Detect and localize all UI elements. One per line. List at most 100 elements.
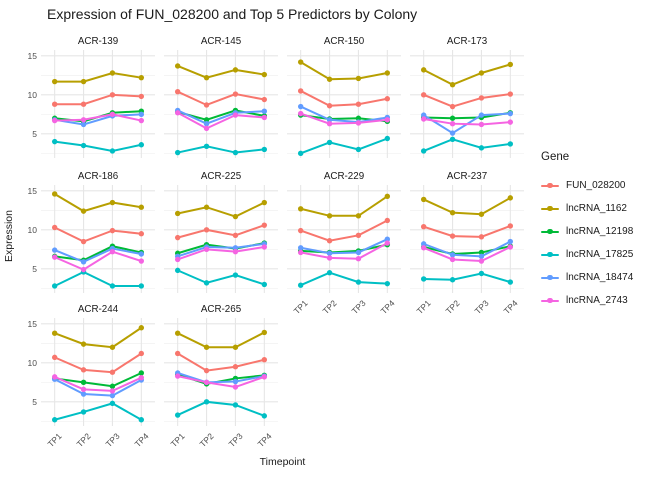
data-point bbox=[174, 210, 181, 217]
data-point bbox=[261, 374, 268, 380]
data-point bbox=[507, 141, 514, 147]
legend-key-icon bbox=[541, 203, 559, 215]
data-point bbox=[80, 121, 87, 128]
data-point bbox=[80, 117, 87, 123]
data-point bbox=[232, 378, 239, 385]
legend-label: lncRNA_2743 bbox=[566, 295, 628, 306]
data-point bbox=[420, 116, 427, 122]
legend-item: lncRNA_2743 bbox=[541, 289, 633, 312]
series-line bbox=[176, 352, 266, 372]
data-point bbox=[384, 96, 391, 102]
data-point bbox=[138, 231, 145, 237]
data-point bbox=[420, 241, 427, 247]
data-point bbox=[138, 370, 145, 376]
data-point bbox=[51, 254, 58, 260]
legend-item: FUN_028200 bbox=[541, 174, 633, 197]
data-point bbox=[174, 350, 181, 357]
data-point bbox=[384, 70, 391, 76]
y-tick-label: 10 bbox=[27, 357, 37, 368]
legend-label: lncRNA_12198 bbox=[566, 226, 634, 237]
data-point bbox=[261, 329, 268, 336]
series-line bbox=[53, 192, 143, 213]
data-point bbox=[138, 417, 145, 423]
data-point bbox=[261, 413, 268, 419]
series-line bbox=[53, 226, 143, 243]
facet-panel bbox=[164, 50, 278, 158]
data-point bbox=[203, 367, 210, 374]
x-tick-label: TP4 bbox=[378, 298, 397, 317]
data-point bbox=[326, 120, 333, 127]
series-line bbox=[422, 196, 512, 216]
data-point bbox=[203, 399, 210, 405]
legend: Gene FUN_028200 lncRNA_1162 lncRNA_12198 ln… bbox=[541, 151, 633, 312]
legend-key-icon bbox=[541, 295, 559, 307]
data-point bbox=[261, 146, 268, 153]
facet-panel bbox=[41, 50, 155, 158]
series-line bbox=[53, 270, 143, 287]
data-point bbox=[478, 112, 485, 118]
data-point bbox=[80, 208, 87, 214]
data-point bbox=[449, 120, 456, 127]
series-line bbox=[422, 138, 512, 152]
data-point bbox=[80, 142, 87, 149]
facet-panel bbox=[410, 185, 524, 293]
data-point bbox=[297, 88, 304, 94]
y-tick-label: 15 bbox=[27, 318, 37, 329]
data-point bbox=[261, 357, 268, 363]
y-tick-label: 5 bbox=[32, 396, 37, 407]
data-point bbox=[449, 252, 456, 258]
legend-key-icon bbox=[541, 272, 559, 284]
data-point bbox=[326, 255, 333, 261]
facet-title: ACR-265 bbox=[200, 304, 242, 315]
data-point bbox=[420, 196, 427, 203]
data-point bbox=[109, 344, 116, 350]
data-point bbox=[384, 236, 391, 242]
data-point bbox=[138, 258, 145, 264]
data-point bbox=[80, 379, 87, 386]
legend-key-dot bbox=[547, 205, 553, 212]
legend-label: lncRNA_1162 bbox=[566, 203, 627, 214]
data-point bbox=[174, 267, 181, 274]
data-point bbox=[109, 248, 116, 255]
data-point bbox=[109, 92, 116, 98]
series-line bbox=[176, 371, 266, 384]
x-tick-label: TP1 bbox=[45, 431, 64, 450]
data-point bbox=[261, 244, 268, 250]
data-point bbox=[203, 379, 210, 386]
x-tick-label: TP1 bbox=[291, 298, 310, 317]
data-point bbox=[297, 206, 304, 212]
data-point bbox=[326, 213, 333, 219]
series-line bbox=[422, 224, 512, 238]
data-point bbox=[261, 71, 268, 78]
data-point bbox=[297, 103, 304, 110]
data-point bbox=[51, 247, 58, 253]
y-tick-label: 10 bbox=[27, 224, 37, 235]
data-point bbox=[80, 409, 87, 415]
data-point bbox=[478, 145, 485, 151]
data-point bbox=[297, 245, 304, 251]
data-point bbox=[138, 117, 145, 124]
data-point bbox=[109, 199, 116, 206]
data-point bbox=[232, 213, 239, 220]
facet-title: ACR-186 bbox=[77, 171, 119, 182]
data-point bbox=[138, 251, 145, 257]
series-line bbox=[299, 89, 389, 107]
data-point bbox=[449, 103, 456, 110]
data-point bbox=[138, 74, 145, 81]
data-point bbox=[138, 142, 145, 148]
data-point bbox=[203, 246, 210, 253]
data-point bbox=[297, 110, 304, 117]
data-point bbox=[420, 276, 427, 282]
x-tick-label: TP3 bbox=[472, 298, 491, 317]
data-point bbox=[232, 402, 239, 408]
data-point bbox=[80, 78, 87, 85]
series-line bbox=[53, 378, 143, 397]
data-point bbox=[384, 240, 391, 246]
data-point bbox=[507, 238, 514, 245]
data-point bbox=[261, 114, 268, 121]
data-point bbox=[507, 61, 514, 68]
data-point bbox=[297, 282, 304, 288]
data-point bbox=[420, 112, 427, 118]
facet-title: ACR-139 bbox=[77, 36, 119, 47]
x-tick-label: TP4 bbox=[501, 298, 520, 317]
